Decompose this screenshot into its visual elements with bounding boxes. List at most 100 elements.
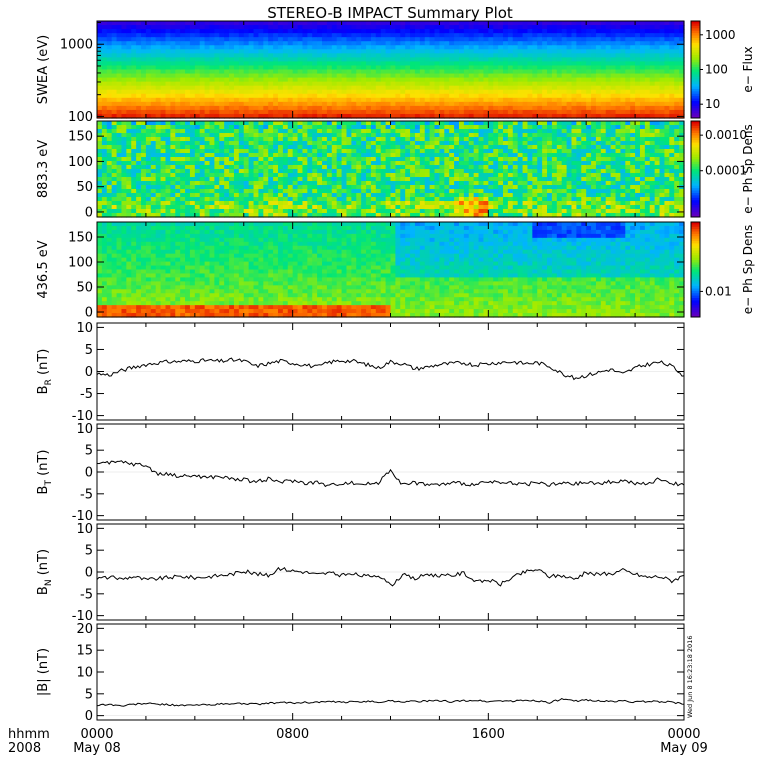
swea-heat-cell xyxy=(209,69,215,75)
swea-heat-cell xyxy=(229,57,235,63)
pad883-heat-cell xyxy=(214,125,220,130)
swea-heat-cell xyxy=(454,37,460,42)
pad883-heat-cell xyxy=(292,197,299,202)
pad883-heat-cell xyxy=(243,197,250,202)
swea-heat-cell xyxy=(180,105,186,111)
swea-heat-cell xyxy=(375,65,382,71)
swea-heat-cell xyxy=(209,105,215,111)
swea-heat-cell xyxy=(297,49,304,54)
swea-heat-cell xyxy=(600,53,607,58)
swea-heat-cell xyxy=(488,21,494,26)
swea-heat-cell xyxy=(458,113,465,119)
swea-heat-cell xyxy=(297,61,304,67)
swea-heat-cell xyxy=(434,37,441,42)
swea-heat-cell xyxy=(199,77,206,83)
pad883-heat-cell xyxy=(253,185,260,190)
swea-heat-cell xyxy=(454,89,460,95)
swea-heat-cell xyxy=(444,57,450,63)
swea-heat-cell xyxy=(674,105,680,111)
pad883-heat-cell xyxy=(292,181,299,186)
swea-heat-cell xyxy=(600,77,607,83)
swea-heat-cell xyxy=(498,61,504,67)
swea-heat-cell xyxy=(444,105,450,111)
pad883-heat-cell xyxy=(170,181,176,186)
pad883-heat-cell xyxy=(106,149,113,154)
swea-heat-cell xyxy=(277,37,284,42)
swea-heat-cell xyxy=(155,57,162,63)
pad883-heat-cell xyxy=(370,209,377,214)
pad883-heat-cell xyxy=(282,189,289,194)
pad883-heat-cell xyxy=(233,197,240,202)
pad883-heat-cell xyxy=(277,121,284,126)
swea-heat-cell xyxy=(238,69,245,75)
pad883-heat-cell xyxy=(322,129,328,134)
pad883-heat-cell xyxy=(101,165,108,170)
swea-heat-cell xyxy=(547,81,553,87)
pad883-heat-cell xyxy=(463,189,470,194)
pad883-heat-cell xyxy=(473,177,480,182)
swea-heat-cell xyxy=(659,93,666,99)
swea-heat-cell xyxy=(273,61,279,67)
swea-heat-cell xyxy=(189,97,196,103)
swea-heat-cell xyxy=(312,109,318,115)
pad883-heat-cell xyxy=(282,125,289,130)
swea-heat-cell xyxy=(282,61,289,67)
swea-heat-cell xyxy=(209,73,215,79)
swea-heat-cell xyxy=(434,73,441,79)
swea-colorbar-cell xyxy=(691,74,700,78)
swea-heat-cell xyxy=(175,65,181,71)
swea-heat-cell xyxy=(561,33,568,38)
swea-heat-cell xyxy=(160,57,167,63)
swea-heat-cell xyxy=(615,45,622,50)
pad883-heat-cell xyxy=(444,137,450,142)
pad883-heat-cell xyxy=(390,177,396,182)
pad883-heat-cell xyxy=(145,169,152,174)
pad883-heat-cell xyxy=(185,181,191,186)
pad883-heat-cell xyxy=(454,137,460,142)
swea-heat-cell xyxy=(424,97,431,103)
pad883-heat-cell xyxy=(498,213,504,218)
swea-heat-cell xyxy=(385,21,392,26)
swea-heat-cell xyxy=(322,77,328,83)
pad883-heat-cell xyxy=(199,165,206,170)
pad883-heat-cell xyxy=(512,165,519,170)
swea-heat-cell xyxy=(639,109,646,115)
swea-heat-cell xyxy=(644,93,651,99)
swea-heat-cell xyxy=(346,89,352,95)
swea-heat-cell xyxy=(449,65,455,71)
swea-heat-cell xyxy=(419,29,426,34)
pad883-heat-cell xyxy=(302,193,308,198)
pad883-heat-cell xyxy=(199,197,206,202)
pad883-heat-cell xyxy=(331,173,338,178)
swea-heat-cell xyxy=(517,105,524,111)
swea-heat-cell xyxy=(644,109,651,115)
swea-heat-cell xyxy=(326,41,333,46)
pad883-heat-cell xyxy=(429,165,436,170)
pad883-heat-cell xyxy=(454,153,460,158)
pad883-heat-cell xyxy=(385,197,392,202)
swea-heat-cell xyxy=(185,105,191,111)
pad883-heat-cell xyxy=(429,153,436,158)
swea-heat-cell xyxy=(229,89,235,95)
pad883-heat-cell xyxy=(414,129,421,134)
pad883-heat-cell xyxy=(248,141,255,146)
pad883-heat-cell xyxy=(199,137,206,142)
swea-heat-cell xyxy=(674,73,680,79)
swea-heat-cell xyxy=(361,61,367,67)
swea-heat-cell xyxy=(493,113,499,119)
swea-heat-cell xyxy=(439,93,445,99)
swea-heat-cell xyxy=(664,65,670,71)
pad883-heat-cell xyxy=(312,173,318,178)
pad883-heat-cell xyxy=(106,185,113,190)
swea-heat-cell xyxy=(395,61,401,67)
swea-heat-cell xyxy=(400,93,406,99)
swea-heat-cell xyxy=(434,105,441,111)
pad883-heat-cell xyxy=(189,145,196,150)
swea-heat-cell xyxy=(326,37,333,42)
pad883-heat-cell xyxy=(302,161,308,166)
swea-heat-cell xyxy=(287,113,294,119)
pad883-heat-cell xyxy=(322,161,328,166)
swea-heat-cell xyxy=(547,85,553,91)
swea-heat-cell xyxy=(517,97,524,103)
swea-heat-cell xyxy=(185,73,191,79)
